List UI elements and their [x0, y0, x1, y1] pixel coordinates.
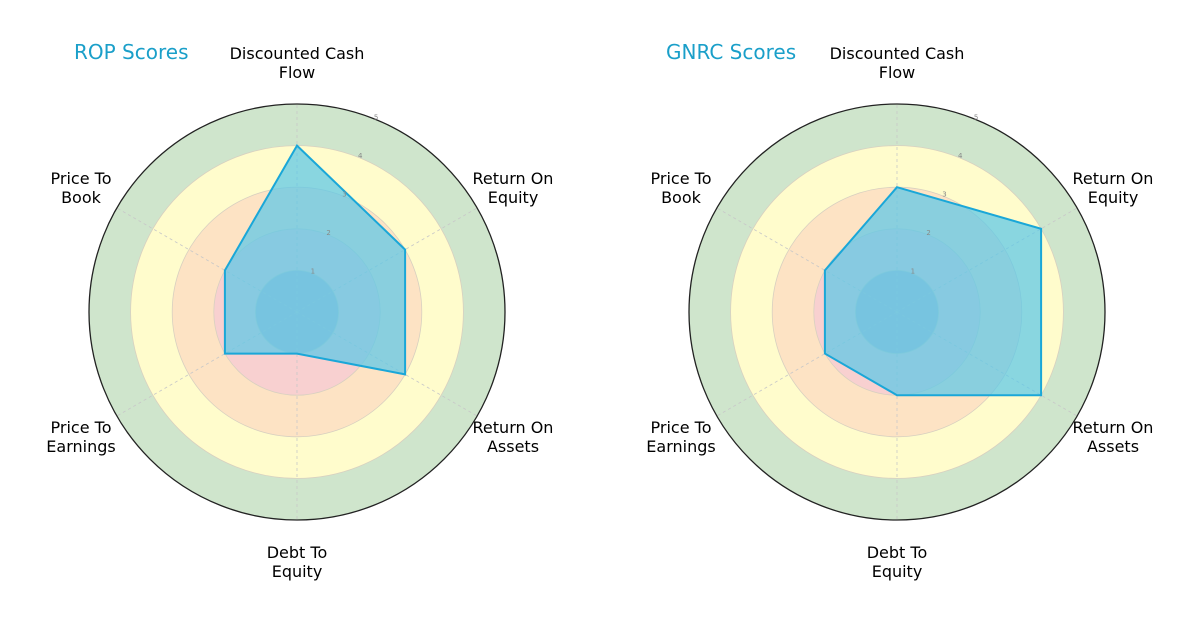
axis-label-roa: Return On Assets	[1072, 418, 1154, 456]
svg-text:3: 3	[942, 191, 946, 199]
svg-text:1: 1	[911, 268, 915, 276]
rop-radar-chart: 1 2 3 4 5 ROP Scores Discounted Cash Flow Re…	[46, 40, 554, 581]
chart-title: ROP Scores	[74, 40, 189, 64]
score-polygon	[823, 186, 1043, 397]
axis-label-roa: Return On Assets	[472, 418, 554, 456]
rop-radar-plot: 1 2 3 4 5	[88, 103, 506, 521]
axis-label-dcf: Discounted Cash Flow	[829, 44, 965, 82]
svg-text:3: 3	[342, 191, 346, 199]
axis-label-pb: Price To Book	[50, 169, 112, 207]
axis-label-roe: Return On Equity	[1072, 169, 1154, 207]
axis-label-de: Debt To Equity	[266, 543, 328, 581]
score-polygon	[223, 143, 407, 376]
axis-label-roe: Return On Equity	[472, 169, 554, 207]
svg-text:2: 2	[926, 229, 930, 237]
gnrc-radar-chart: 1 2 3 4 5 GNRC Scores Discounted Cash Flow R…	[600, 0, 1200, 625]
svg-text:5: 5	[974, 114, 978, 122]
svg-text:5: 5	[374, 114, 378, 122]
svg-text:2: 2	[326, 229, 330, 237]
axis-label-de: Debt To Equity	[866, 543, 928, 581]
axis-label-pe: Price To Earnings	[646, 418, 716, 456]
axis-label-pe: Price To Earnings	[46, 418, 116, 456]
axis-label-dcf: Discounted Cash Flow	[229, 44, 365, 82]
axis-label-pb: Price To Book	[650, 169, 712, 207]
chart-title: GNRC Scores	[666, 40, 797, 64]
gnrc-radar-plot: 1 2 3 4 5	[688, 103, 1106, 521]
svg-text:4: 4	[358, 152, 363, 160]
svg-text:1: 1	[311, 268, 315, 276]
svg-text:4: 4	[958, 152, 963, 160]
